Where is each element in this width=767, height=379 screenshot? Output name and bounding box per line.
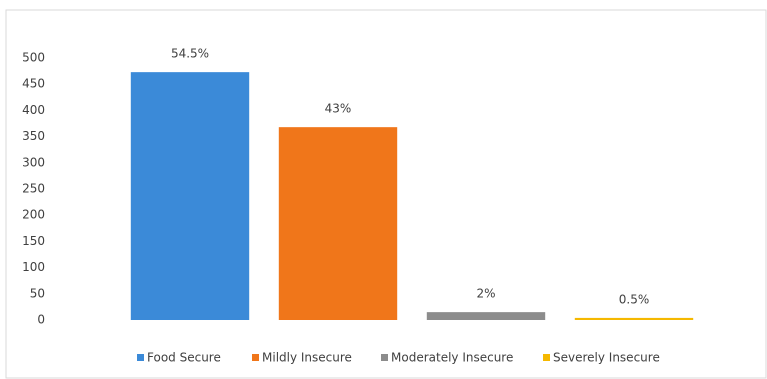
legend-swatch [543,354,550,361]
y-tick-label: 400 [22,103,45,117]
bar [426,312,546,320]
data-label: 0.5% [619,292,650,306]
y-tick-label: 450 [22,77,45,91]
legend-label: Moderately Insecure [391,351,513,365]
legend-label: Food Secure [147,351,221,365]
y-tick-label: 250 [22,182,45,196]
legend-label: Severely Insecure [553,351,660,365]
y-tick-label: 150 [22,234,45,248]
legend-swatch [381,354,388,361]
bar [574,317,694,320]
legend-swatch [137,354,144,361]
y-tick-label: 50 [30,286,45,300]
bar [278,127,398,320]
data-label: 54.5% [171,47,209,61]
data-label: 2% [476,287,495,301]
legend-label: Mildly Insecure [262,351,352,365]
legend-swatch [252,354,259,361]
y-tick-label: 200 [22,208,45,222]
y-tick-label: 350 [22,129,45,143]
y-tick-label: 0 [37,313,45,327]
bar [130,72,250,320]
data-label: 43% [325,102,352,116]
y-tick-label: 300 [22,155,45,169]
y-tick-label: 100 [22,260,45,274]
y-tick-label: 500 [22,51,45,65]
